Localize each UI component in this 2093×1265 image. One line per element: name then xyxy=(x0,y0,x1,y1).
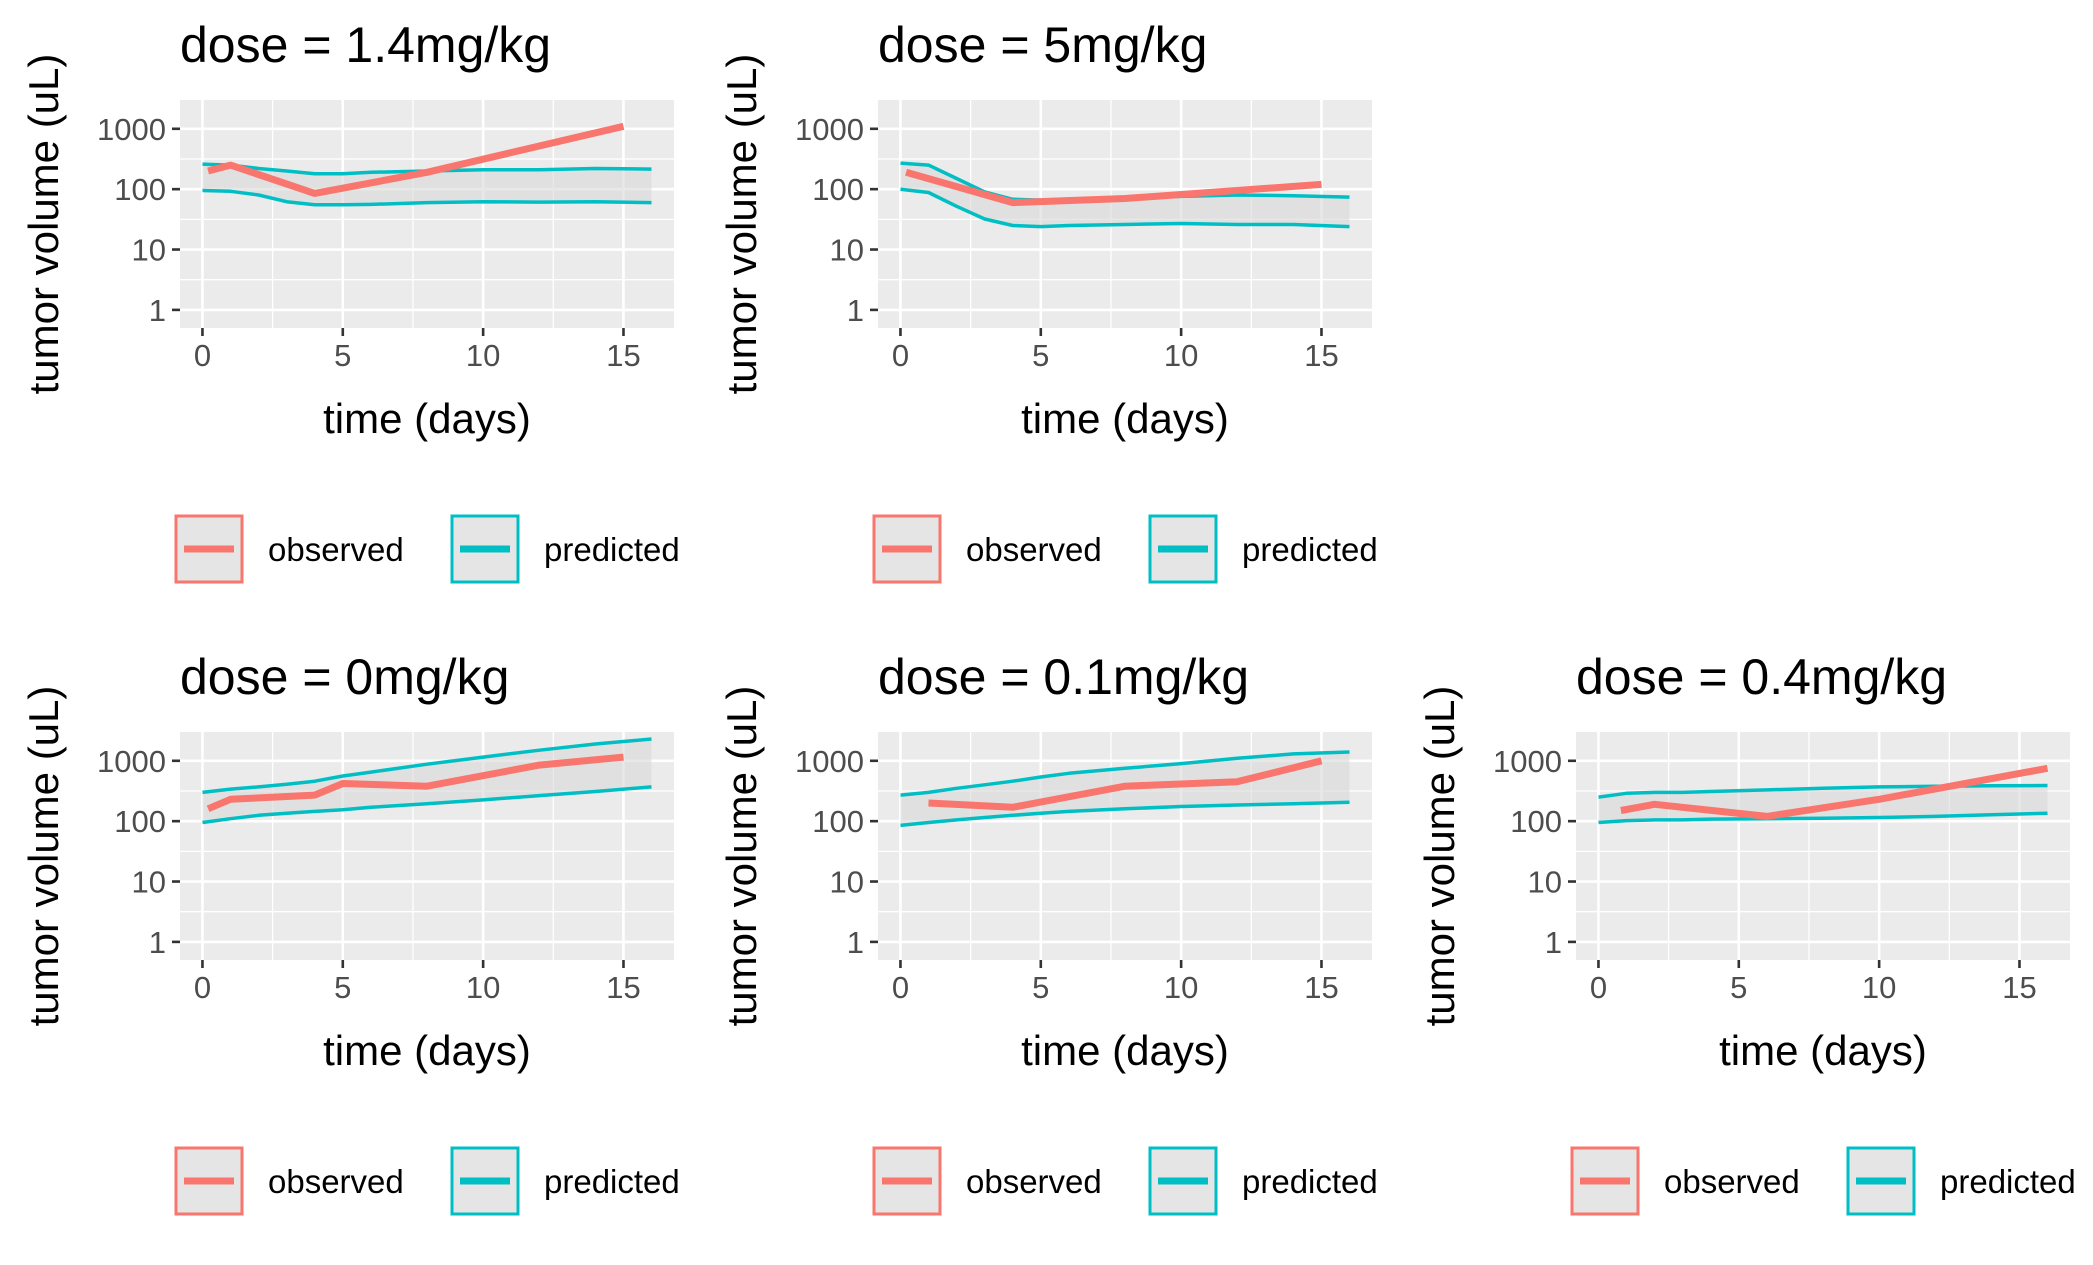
x-axis-title: time (days) xyxy=(1021,395,1229,442)
x-tick-label: 0 xyxy=(194,970,211,1005)
legend-label-predicted: predicted xyxy=(544,1163,680,1200)
y-axis-title: tumor volume (uL) xyxy=(20,54,67,395)
x-tick-label: 5 xyxy=(334,338,351,373)
y-tick-label: 10 xyxy=(132,865,166,900)
y-tick-label: 1000 xyxy=(1493,744,1562,779)
y-tick-label: 10 xyxy=(132,233,166,268)
legend: observed predicted xyxy=(1570,1146,2076,1216)
predicted-lower-line xyxy=(202,785,652,825)
predicted-band xyxy=(900,163,1350,227)
chart-title: dose = 1.4mg/kg xyxy=(180,17,551,73)
x-tick-label: 10 xyxy=(1164,338,1198,373)
observed-line xyxy=(1620,764,2049,820)
legend-label-observed: observed xyxy=(268,1163,404,1200)
y-tick-label: 100 xyxy=(114,172,166,207)
legend: observed predicted xyxy=(174,1146,680,1216)
x-tick-label: 10 xyxy=(466,970,500,1005)
x-tick-label: 5 xyxy=(334,970,351,1005)
chart-0: dose = 1.4mg/kg 0 5 10 15 1 10 100 1000 time (day… xyxy=(20,17,680,584)
y-tick-label: 1000 xyxy=(795,112,864,147)
plot-panel xyxy=(1576,732,2070,960)
chart-title: dose = 0.1mg/kg xyxy=(878,649,1249,705)
chart-2: dose = 0mg/kg 0 5 10 15 1 10 100 1000 time (days)… xyxy=(20,649,680,1216)
legend-label-observed: observed xyxy=(1664,1163,1800,1200)
x-tick-label: 5 xyxy=(1032,970,1049,1005)
x-tick-label: 15 xyxy=(2002,970,2036,1005)
observed-line xyxy=(206,753,624,813)
x-tick-label: 0 xyxy=(1590,970,1607,1005)
x-axis-title: time (days) xyxy=(1021,1027,1229,1074)
observed-line xyxy=(207,122,625,197)
predicted-band xyxy=(202,739,652,823)
legend: observed predicted xyxy=(872,1146,1378,1216)
chart-title: dose = 0mg/kg xyxy=(180,649,509,705)
y-tick-label: 1 xyxy=(149,925,166,960)
y-tick-label: 10 xyxy=(1528,865,1562,900)
predicted-lower-line xyxy=(900,187,1350,229)
chart-3: dose = 0.1mg/kg 0 5 10 15 1 10 100 1000 time (day… xyxy=(718,649,1378,1216)
legend: observed predicted xyxy=(872,514,1378,584)
predicted-lower-line xyxy=(900,800,1350,828)
y-axis-title: tumor volume (uL) xyxy=(718,54,765,395)
y-tick-label: 100 xyxy=(114,804,166,839)
x-tick-label: 5 xyxy=(1730,970,1747,1005)
predicted-lower-line xyxy=(202,188,652,207)
x-tick-label: 15 xyxy=(606,338,640,373)
y-tick-label: 1000 xyxy=(97,112,166,147)
chart-title: dose = 0.4mg/kg xyxy=(1576,649,1947,705)
x-tick-label: 15 xyxy=(606,970,640,1005)
x-tick-label: 5 xyxy=(1032,338,1049,373)
chart-title: dose = 5mg/kg xyxy=(878,17,1207,73)
legend-label-observed: observed xyxy=(966,1163,1102,1200)
x-tick-label: 10 xyxy=(466,338,500,373)
x-tick-label: 0 xyxy=(892,970,909,1005)
y-tick-label: 1 xyxy=(1545,925,1562,960)
legend-label-predicted: predicted xyxy=(1242,531,1378,568)
x-tick-label: 0 xyxy=(194,338,211,373)
y-tick-label: 1 xyxy=(847,293,864,328)
y-axis-title: tumor volume (uL) xyxy=(718,686,765,1027)
chart-1: dose = 5mg/kg 0 5 10 15 1 10 100 1000 time (days)… xyxy=(718,17,1378,584)
observed-line xyxy=(905,168,1322,207)
x-tick-label: 15 xyxy=(1304,338,1338,373)
y-tick-label: 100 xyxy=(1510,804,1562,839)
y-axis-title: tumor volume (uL) xyxy=(1416,686,1463,1027)
predicted-upper-line xyxy=(900,750,1350,797)
y-tick-label: 1000 xyxy=(97,744,166,779)
x-axis-title: time (days) xyxy=(1719,1027,1927,1074)
predicted-upper-line xyxy=(202,737,652,795)
chart-4: dose = 0.4mg/kg 0 5 10 15 1 10 100 1000 time (day… xyxy=(1416,649,2076,1216)
y-tick-label: 1 xyxy=(847,925,864,960)
legend: observed predicted xyxy=(174,514,680,584)
y-tick-label: 10 xyxy=(830,233,864,268)
y-tick-label: 100 xyxy=(812,804,864,839)
x-tick-label: 10 xyxy=(1862,970,1896,1005)
legend-label-predicted: predicted xyxy=(544,531,680,568)
x-axis-title: time (days) xyxy=(323,1027,531,1074)
y-axis-title: tumor volume (uL) xyxy=(20,686,67,1027)
y-tick-label: 1000 xyxy=(795,744,864,779)
x-tick-label: 10 xyxy=(1164,970,1198,1005)
y-tick-label: 100 xyxy=(812,172,864,207)
legend-label-predicted: predicted xyxy=(1940,1163,2076,1200)
legend-label-predicted: predicted xyxy=(1242,1163,1378,1200)
observed-line xyxy=(928,757,1323,811)
x-tick-label: 15 xyxy=(1304,970,1338,1005)
legend-label-observed: observed xyxy=(268,531,404,568)
x-tick-label: 0 xyxy=(892,338,909,373)
predicted-upper-line xyxy=(202,162,652,176)
legend-label-observed: observed xyxy=(966,531,1102,568)
x-axis-title: time (days) xyxy=(323,395,531,442)
plot-panel xyxy=(180,100,674,328)
y-tick-label: 10 xyxy=(830,865,864,900)
y-tick-label: 1 xyxy=(149,293,166,328)
